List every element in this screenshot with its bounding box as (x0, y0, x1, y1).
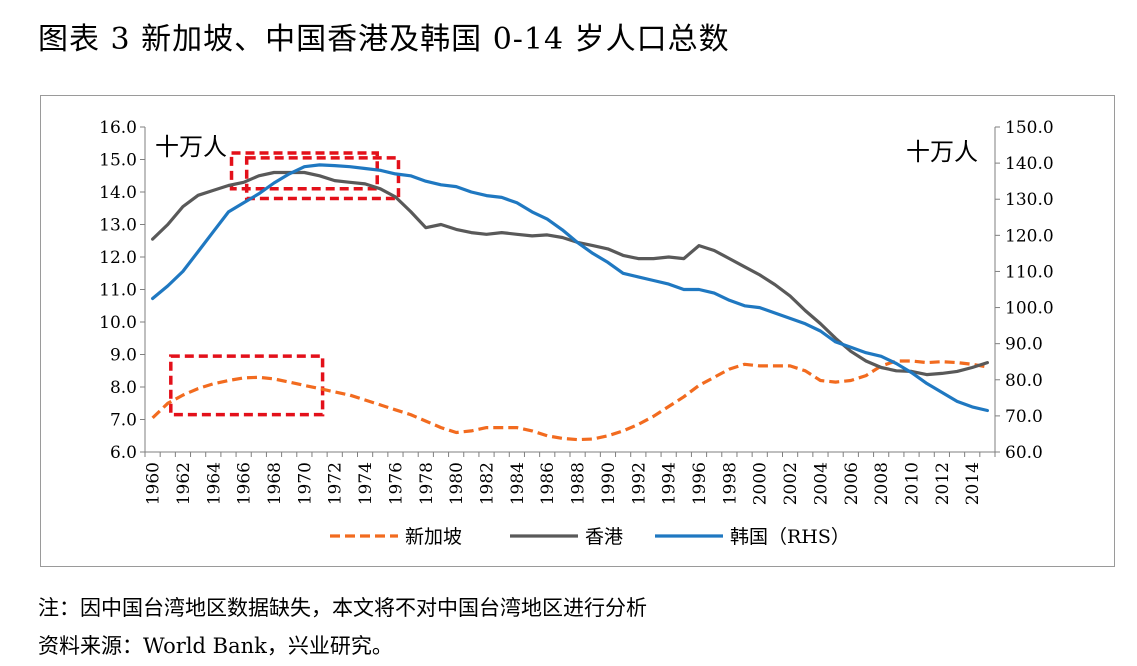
right-axis-unit: 十万人 (906, 138, 978, 166)
x-tick-label: 1964 (204, 462, 224, 505)
x-tick-label: 1968 (265, 462, 285, 505)
highlight-box (169, 354, 325, 417)
figure-title: 图表 3 新加坡、中国香港及韩国 0-14 岁人口总数 (38, 22, 730, 57)
x-tick-label: 1960 (144, 462, 164, 505)
x-tick-label: 1984 (508, 462, 528, 505)
left-tick-label: 10.0 (99, 313, 137, 333)
source-note: 资料来源：World Bank，兴业研究。 (38, 634, 393, 658)
right-tick-label: 70.0 (1005, 407, 1043, 427)
x-tick-label: 1962 (174, 462, 194, 505)
x-tick-label: 1982 (478, 462, 498, 505)
right-tick-label: 100.0 (1005, 299, 1054, 319)
x-tick-label: 1996 (690, 462, 710, 505)
series-singapore (151, 359, 988, 442)
x-tick-label: 1970 (295, 462, 315, 505)
left-tick-label: 11.0 (99, 281, 137, 301)
legend-label-hongkong: 香港 (585, 526, 623, 548)
chart-series (151, 163, 990, 442)
left-tick-label: 7.0 (110, 411, 137, 431)
chart-tick-labels: 6.0 7.0 8.0 9.0 10.0 11.0 12.0 13.0 14.0 15.0 16.0… (99, 118, 1054, 505)
right-tick-label: 110.0 (1005, 262, 1054, 282)
x-tick-label: 1994 (660, 462, 680, 505)
right-tick-label: 90.0 (1005, 335, 1043, 355)
right-tick-label: 120.0 (1005, 226, 1054, 246)
x-tick-label: 2012 (933, 462, 953, 505)
highlight-box (244, 156, 401, 201)
left-tick-label: 15.0 (99, 151, 137, 171)
left-tick-label: 9.0 (110, 346, 137, 366)
left-tick-label: 14.0 (99, 183, 137, 203)
footnote: 注：因中国台湾地区数据缺失，本文将不对中国台湾地区进行分析 (38, 596, 647, 620)
left-tick-label: 6.0 (110, 443, 137, 463)
x-tick-label: 1978 (417, 462, 437, 505)
right-tick-label: 150.0 (1005, 118, 1054, 138)
right-tick-label: 130.0 (1005, 190, 1054, 210)
right-tick-label: 80.0 (1005, 371, 1043, 391)
x-tick-label: 1990 (599, 462, 619, 505)
x-tick-label: 2000 (751, 462, 771, 505)
left-tick-label: 13.0 (99, 216, 137, 236)
left-tick-label: 12.0 (99, 248, 137, 268)
left-axis-unit: 十万人 (155, 133, 227, 161)
right-tick-label: 140.0 (1005, 154, 1054, 174)
highlight-box (229, 151, 379, 191)
x-tick-label: 2004 (811, 462, 831, 505)
x-tick-label: 2010 (903, 462, 923, 505)
highlight-boxes (169, 151, 401, 417)
x-tick-label: 1986 (538, 462, 558, 505)
x-tick-label: 1992 (629, 462, 649, 505)
series-korea (151, 163, 990, 413)
chart-legend: 新加坡 香港 韩国（RHS） (330, 526, 850, 548)
x-tick-label: 1972 (326, 462, 346, 505)
right-tick-label: 60.0 (1005, 443, 1043, 463)
series-hongkong (151, 170, 990, 377)
x-tick-label: 1980 (447, 462, 467, 505)
x-tick-label: 1966 (235, 462, 255, 505)
x-tick-label: 2008 (872, 462, 892, 505)
left-tick-label: 16.0 (99, 118, 137, 138)
legend-label-singapore: 新加坡 (405, 526, 462, 548)
x-tick-label: 2002 (781, 462, 801, 505)
chart-frame (40, 95, 1115, 567)
x-tick-label: 1998 (720, 462, 740, 505)
x-tick-label: 2014 (963, 462, 983, 505)
left-tick-label: 8.0 (110, 378, 137, 398)
legend-label-korea: 韩国（RHS） (730, 526, 850, 548)
chart-axes (140, 126, 1000, 457)
x-tick-label: 1976 (386, 462, 406, 505)
x-tick-label: 1974 (356, 462, 376, 505)
x-tick-label: 2006 (842, 462, 862, 505)
x-tick-label: 1988 (569, 462, 589, 505)
